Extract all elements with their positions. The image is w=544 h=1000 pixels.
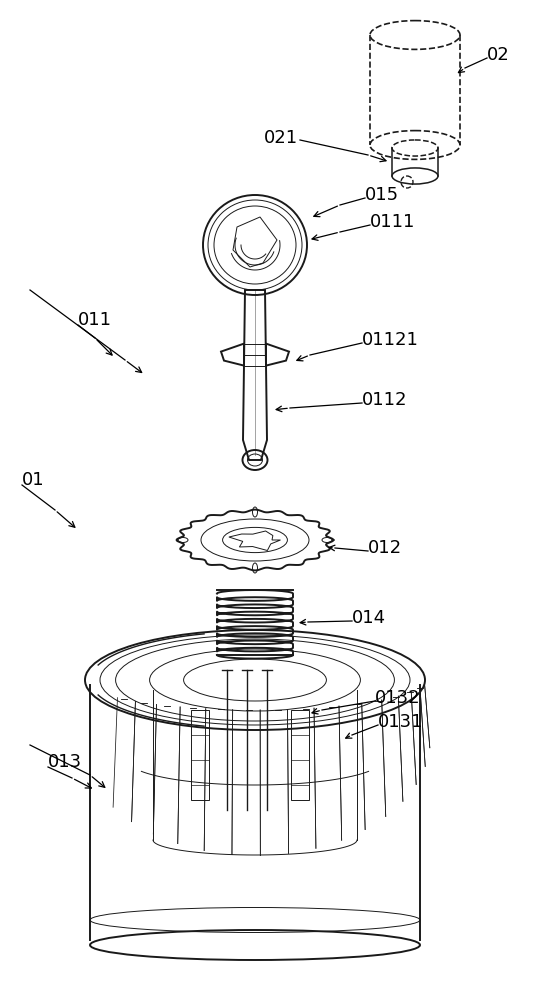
Text: 0112: 0112 <box>362 391 407 409</box>
Text: 013: 013 <box>48 753 82 771</box>
Ellipse shape <box>252 507 257 517</box>
Text: 0132: 0132 <box>375 689 421 707</box>
Text: 0131: 0131 <box>378 713 423 731</box>
Text: 011: 011 <box>78 311 112 329</box>
Text: 021: 021 <box>264 129 298 147</box>
Ellipse shape <box>322 538 332 542</box>
Text: 014: 014 <box>352 609 386 627</box>
Text: 01121: 01121 <box>362 331 419 349</box>
Text: 02: 02 <box>487 46 510 64</box>
Ellipse shape <box>252 563 257 573</box>
Text: 012: 012 <box>368 539 402 557</box>
Ellipse shape <box>178 538 188 542</box>
Text: 0111: 0111 <box>370 213 416 231</box>
Text: 01: 01 <box>22 471 45 489</box>
Text: 015: 015 <box>365 186 399 204</box>
